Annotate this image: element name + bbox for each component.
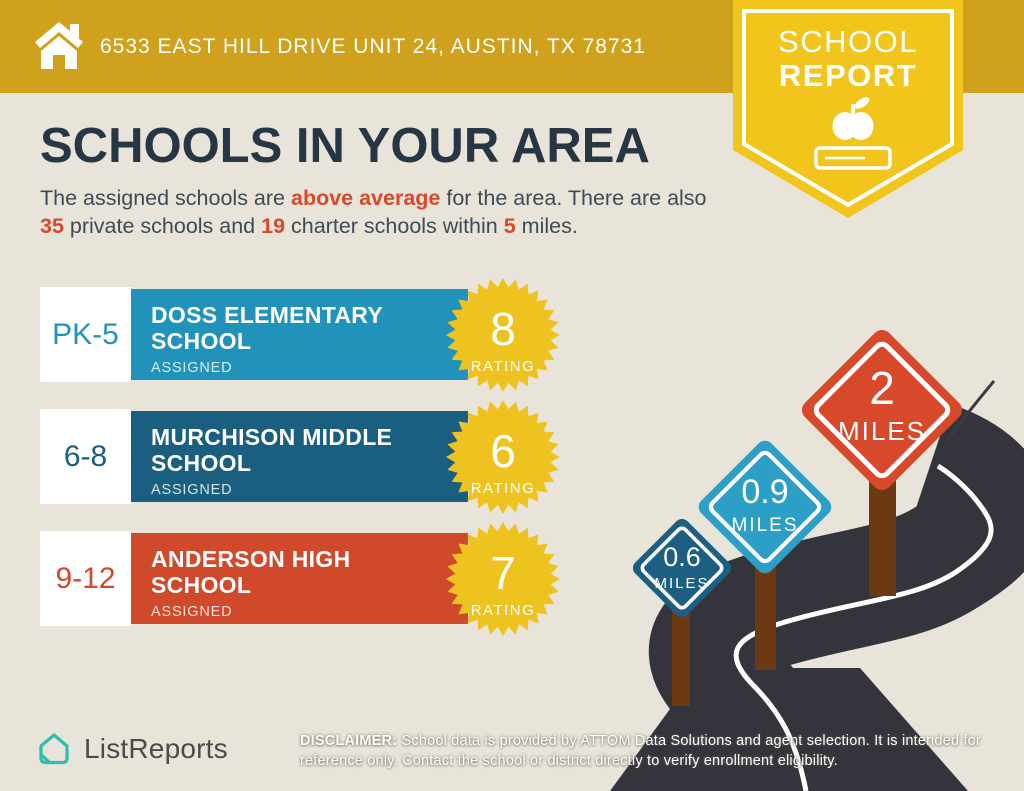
rating-badge: 6 RATING (446, 400, 560, 514)
grade-range: 9-12 (40, 531, 131, 626)
school-name: DOSS ELEMENTARY SCHOOL (151, 302, 383, 355)
sign-posts (672, 480, 896, 706)
svg-text:0.9: 0.9 (741, 473, 788, 511)
svg-text:MILES: MILES (654, 575, 709, 592)
book-icon (814, 146, 892, 170)
school-bar: ANDERSON HIGH SCHOOL ASSIGNED (131, 533, 468, 624)
rating-value: 7 (490, 547, 516, 599)
ribbon-line2: REPORT (779, 58, 917, 93)
assigned-schools-list: PK-5 DOSS ELEMENTARY SCHOOL ASSIGNED 8 R… (40, 278, 560, 653)
ribbon-shape (733, 0, 963, 218)
property-address: 6533 EAST HILL DRIVE UNIT 24, AUSTIN, TX… (100, 34, 646, 58)
listreports-wordmark: ListReports (84, 733, 228, 764)
distance-sign-0.9-miles: 0.9 MILES (698, 440, 832, 574)
intro-text: The assigned schools are above average f… (40, 186, 707, 239)
distance-sign-2-miles: 2 MILES (801, 329, 963, 491)
rating-label: RATING (471, 358, 536, 375)
ribbon-line1: SCHOOL (778, 24, 918, 59)
assigned-label: ASSIGNED (151, 603, 233, 620)
school-report-ribbon: SCHOOL REPORT (733, 0, 963, 218)
apple-icon (832, 97, 874, 140)
rating-badge: 7 RATING (446, 522, 560, 636)
rating-label: RATING (471, 602, 536, 619)
grade-range: 6-8 (40, 409, 131, 504)
school-name: ANDERSON HIGH SCHOOL (151, 546, 351, 599)
svg-text:0.6: 0.6 (663, 542, 701, 572)
school-bar: DOSS ELEMENTARY SCHOOL ASSIGNED (131, 289, 468, 380)
listreports-house-icon (39, 733, 69, 765)
svg-text:MILES: MILES (838, 416, 926, 446)
school-name: MURCHISON MIDDLE SCHOOL (151, 424, 393, 477)
page-title: SCHOOLS IN YOUR AREA (40, 119, 650, 173)
svg-text:2: 2 (869, 362, 895, 414)
school-row-high: 9-12 ANDERSON HIGH SCHOOL ASSIGNED 7 RAT… (40, 522, 560, 636)
distance-sign-0.6-miles: 0.6 MILES (632, 518, 732, 618)
grade-range: PK-5 (40, 287, 131, 382)
starburst-icon (446, 400, 560, 514)
svg-text:MILES: MILES (731, 515, 798, 536)
home-icon (35, 22, 83, 69)
assigned-label: ASSIGNED (151, 359, 233, 376)
listreports-logo: ListReports (34, 729, 228, 769)
school-row-middle: 6-8 MURCHISON MIDDLE SCHOOL ASSIGNED 6 R… (40, 400, 560, 514)
rating-value: 8 (490, 303, 516, 355)
rating-value: 6 (490, 425, 516, 477)
assigned-label: ASSIGNED (151, 481, 233, 498)
starburst-icon (446, 278, 560, 392)
school-bar: MURCHISON MIDDLE SCHOOL ASSIGNED (131, 411, 468, 502)
disclaimer-text: DISCLAIMER: School data is provided by A… (300, 733, 981, 770)
rating-badge: 8 RATING (446, 278, 560, 392)
road-icon (610, 380, 1024, 791)
disclaimer-label: DISCLAIMER: (300, 733, 398, 749)
school-row-elementary: PK-5 DOSS ELEMENTARY SCHOOL ASSIGNED 8 R… (40, 278, 560, 392)
starburst-icon (446, 522, 560, 636)
rating-label: RATING (471, 480, 536, 497)
